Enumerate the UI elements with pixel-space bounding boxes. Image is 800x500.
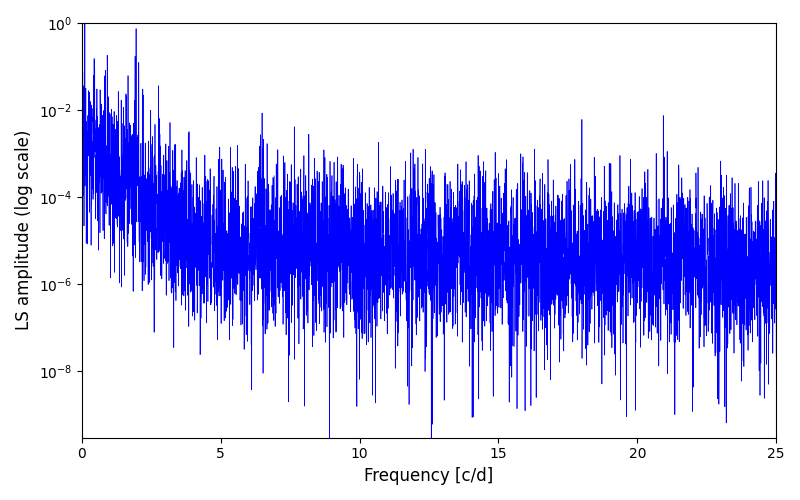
X-axis label: Frequency [c/d]: Frequency [c/d] [364,467,494,485]
Y-axis label: LS amplitude (log scale): LS amplitude (log scale) [15,130,33,330]
